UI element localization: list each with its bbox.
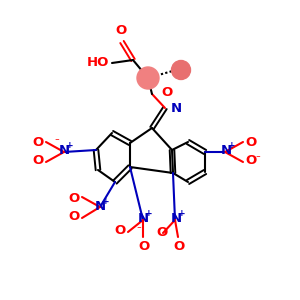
Text: ⁻: ⁻ bbox=[54, 137, 59, 146]
Text: N: N bbox=[58, 145, 70, 158]
Text: O: O bbox=[33, 136, 44, 149]
Text: HO: HO bbox=[87, 56, 109, 70]
Circle shape bbox=[137, 67, 159, 89]
Text: O: O bbox=[156, 226, 168, 238]
Circle shape bbox=[172, 61, 190, 80]
Text: O: O bbox=[69, 211, 80, 224]
Text: O: O bbox=[138, 240, 150, 253]
Text: N: N bbox=[137, 212, 148, 226]
Text: O: O bbox=[245, 136, 256, 149]
Text: +: + bbox=[228, 142, 236, 151]
Text: O: O bbox=[173, 240, 184, 253]
Text: +: + bbox=[145, 209, 153, 218]
Text: N: N bbox=[171, 101, 182, 115]
Text: N: N bbox=[94, 200, 106, 212]
Text: +: + bbox=[178, 209, 186, 218]
Text: +: + bbox=[66, 142, 74, 151]
Text: O: O bbox=[116, 24, 127, 37]
Text: ⁻: ⁻ bbox=[136, 226, 141, 235]
Text: +: + bbox=[102, 196, 110, 206]
Text: N: N bbox=[220, 145, 232, 158]
Text: O: O bbox=[161, 85, 172, 98]
Text: O: O bbox=[245, 154, 256, 167]
Text: O: O bbox=[115, 224, 126, 238]
Text: N: N bbox=[170, 212, 182, 226]
Text: ⁻: ⁻ bbox=[255, 154, 260, 164]
Text: O: O bbox=[33, 154, 44, 167]
Text: O: O bbox=[69, 191, 80, 205]
